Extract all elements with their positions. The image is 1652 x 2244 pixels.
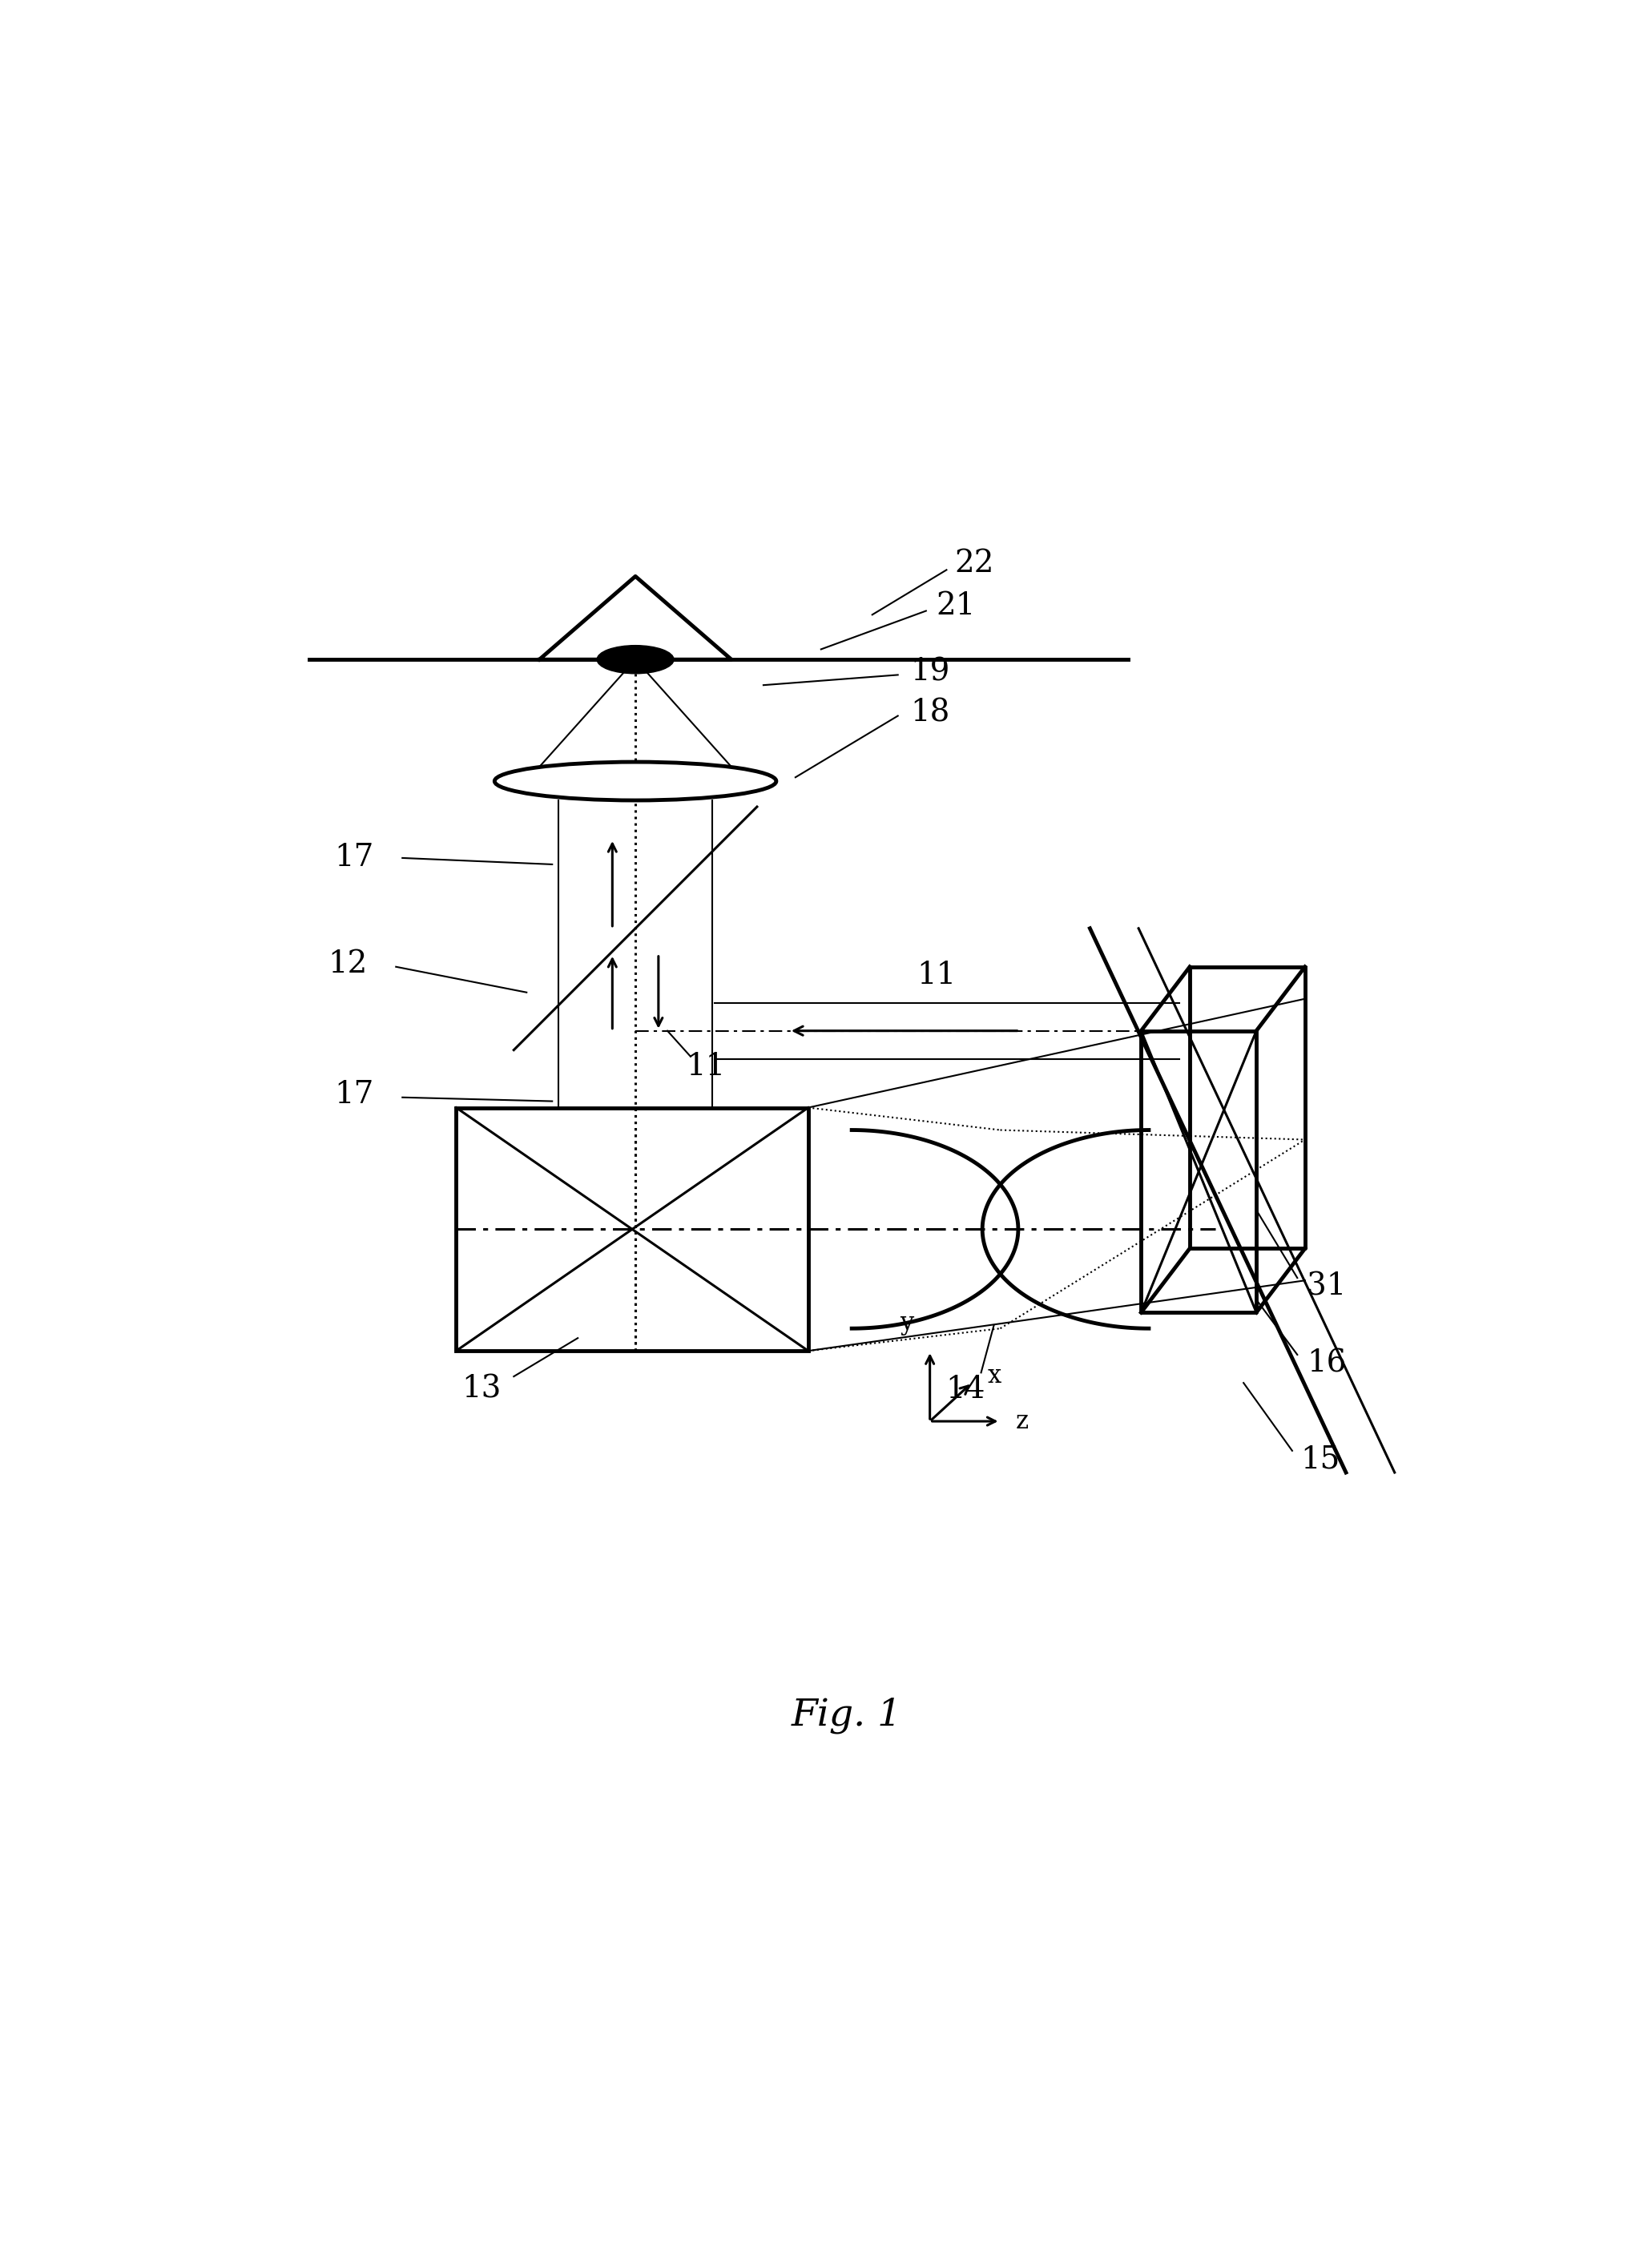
- Text: 16: 16: [1307, 1349, 1346, 1378]
- Text: 17: 17: [334, 1079, 373, 1109]
- Ellipse shape: [596, 646, 674, 673]
- Text: 15: 15: [1300, 1445, 1340, 1474]
- Text: Fig. 1: Fig. 1: [791, 1696, 902, 1735]
- Text: 22: 22: [955, 550, 995, 579]
- Text: 13: 13: [463, 1376, 502, 1405]
- Text: 12: 12: [327, 949, 367, 978]
- Text: x: x: [988, 1364, 1001, 1389]
- Text: 14: 14: [947, 1376, 986, 1405]
- Text: z: z: [1016, 1409, 1029, 1434]
- Text: 31: 31: [1307, 1272, 1346, 1302]
- Text: y: y: [900, 1310, 914, 1335]
- Bar: [456, 1109, 808, 1351]
- Text: 11: 11: [686, 1052, 725, 1082]
- Text: 19: 19: [910, 657, 950, 687]
- Ellipse shape: [494, 763, 776, 801]
- Text: 11: 11: [917, 960, 957, 990]
- Text: 18: 18: [910, 698, 950, 727]
- Text: 21: 21: [935, 590, 975, 622]
- Text: 17: 17: [334, 844, 373, 873]
